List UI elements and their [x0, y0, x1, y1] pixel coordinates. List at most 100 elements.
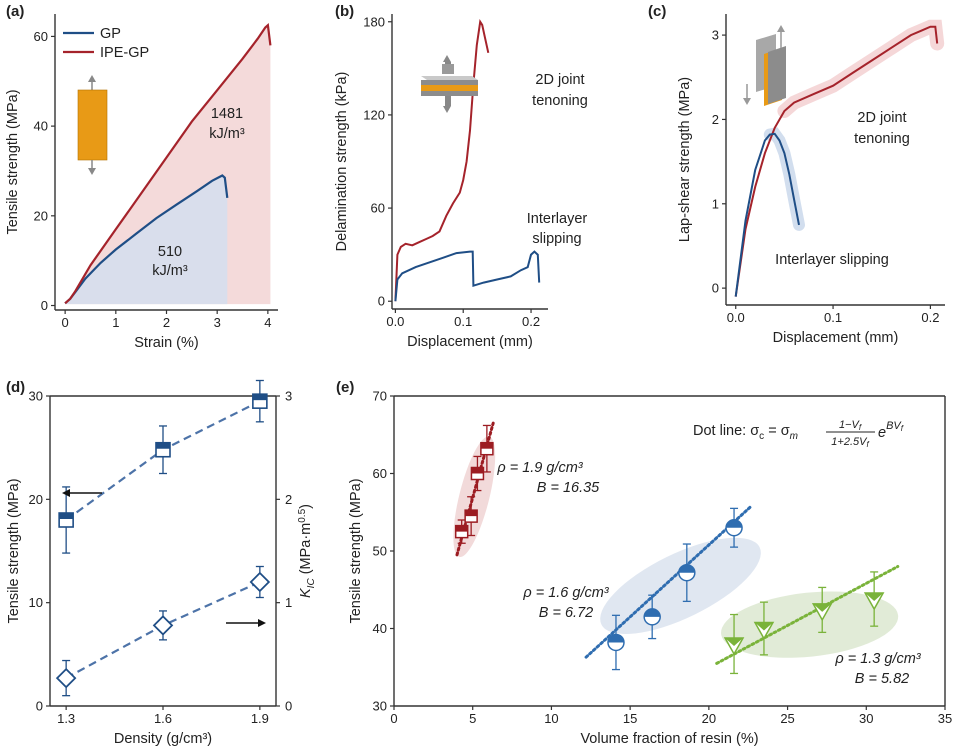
x-tick-label: 20 [702, 711, 716, 726]
series-label-tenoning-1: 2D joint [857, 110, 906, 126]
confidence-ellipse [721, 591, 899, 658]
y-tick-label: 2 [712, 112, 719, 127]
series-label-tenoning-2: tenoning [854, 131, 910, 147]
formula-exp-sub: f [901, 424, 904, 433]
x-tick-label: 1.3 [57, 711, 75, 726]
y-tick-label: 30 [29, 389, 43, 404]
series-line-interlayer-slipping [394, 250, 541, 302]
x-tick-label: 0.1 [454, 314, 472, 329]
data-point-triangle-fill [754, 622, 773, 631]
series-label-slipping: Interlayer slipping [775, 252, 889, 268]
data-point-square-fill [455, 525, 468, 532]
y2-tick-label: 0 [285, 699, 292, 714]
y-tick-label: 0 [712, 281, 719, 296]
legend-label-gp: GP [100, 26, 121, 42]
x-axis-label: Displacement (mm) [773, 330, 899, 346]
series-label-b-value: B = 16.35 [537, 480, 600, 496]
x-tick-label: 10 [544, 711, 558, 726]
y-tick-label: 60 [371, 201, 385, 216]
series-line-ipe-gp [64, 22, 272, 305]
y2-tick-label: 2 [285, 492, 292, 507]
x-tick-label: 0.2 [921, 310, 939, 325]
series-line-interlayer-slipping [734, 132, 800, 297]
annotation-ipe-unit: kJ/m³ [209, 126, 245, 142]
y2-label-unit-close: ) [298, 504, 314, 509]
x-tick-label: 25 [780, 711, 794, 726]
formula-exp: BV [886, 420, 902, 432]
y-axis-label: Lap-shear strength (MPa) [677, 77, 693, 242]
tensile-specimen-icon [77, 75, 108, 175]
y2-label-unit: (MPa·m [298, 523, 314, 579]
y-axis-label: Tensile strength (MPa) [6, 478, 22, 623]
y2-tick-label: 3 [285, 389, 292, 404]
data-point-square-fill [480, 442, 493, 449]
annotation-gp-value: 510 [158, 244, 182, 260]
y-tick-label: 60 [34, 29, 48, 44]
panel-label-c: (c) [648, 3, 666, 20]
x-tick-label: 2 [163, 315, 170, 330]
y-axis-label: Tensile strength (MPa) [5, 89, 21, 234]
y-tick-label: 10 [29, 595, 43, 610]
data-point-triangle-fill [865, 593, 884, 602]
series-label-density: ρ = 1.6 g/cm³ [522, 585, 609, 601]
x-axis-label: Strain (%) [134, 335, 198, 351]
series-label-slipping-2: slipping [532, 231, 581, 247]
formula-den: 1+2.5V [831, 436, 868, 448]
data-point-tensile-fill [156, 442, 170, 449]
panel-label-e: (e) [336, 379, 354, 396]
panel-label-a: (a) [6, 3, 24, 20]
data-point-kic [55, 667, 77, 689]
y2-axis-label: KIC (MPa·m0.5) [297, 504, 317, 598]
x-tick-label: 0.0 [727, 310, 745, 325]
data-point-kic [152, 615, 174, 636]
x-axis-label: Density (g/cm³) [114, 731, 212, 747]
series-label-tenoning-2: tenoning [532, 93, 588, 109]
y-tick-label: 1 [712, 196, 719, 211]
data-point-tensile-fill [59, 513, 74, 519]
x-tick-label: 1.6 [154, 711, 172, 726]
arrow-left-icon [62, 489, 70, 497]
area-fill-gp [65, 175, 228, 305]
y-axis-label: Delamination strength (kPa) [334, 72, 350, 252]
data-point-kic [249, 571, 271, 593]
y-tick-label: 120 [363, 107, 385, 122]
panel-label-d: (d) [6, 379, 25, 396]
formula-sub: m [790, 431, 798, 442]
chart-e: 0 5 10 15 20 25 30 35 30 40 50 60 70 Volume fraction … [348, 389, 952, 748]
delamination-specimen-icon [421, 55, 478, 113]
x-tick-label: 35 [938, 711, 952, 726]
y2-label-symbol: K [298, 587, 314, 598]
formula-exp-base: e [878, 425, 886, 441]
series-label-b-value: B = 6.72 [539, 605, 593, 621]
data-point-square-fill [465, 510, 478, 517]
formula-num: 1−V [839, 419, 861, 431]
x-tick-label: 0.2 [522, 314, 540, 329]
y-axis-label: Tensile strength (MPa) [348, 478, 364, 623]
x-axis-label: Volume fraction of resin (%) [580, 731, 758, 747]
y2-label-subscript: IC [306, 578, 317, 589]
formula-text: Dot line: σc = σm [693, 423, 798, 442]
x-tick-label: 15 [623, 711, 637, 726]
y-tick-label: 0 [41, 298, 48, 313]
x-tick-label: 1 [112, 315, 119, 330]
x-tick-label: 0.0 [386, 314, 404, 329]
formula-numerator: 1−Vf [839, 419, 862, 432]
legend-label-ipe-gp: IPE-GP [100, 45, 149, 61]
error-band-tenoning [777, 19, 945, 118]
data-point-square-fill [471, 467, 484, 474]
annotation-gp-unit: kJ/m³ [152, 263, 188, 279]
y-tick-label: 180 [363, 14, 385, 29]
y-tick-label: 30 [373, 699, 387, 714]
formula-eq: = σ [764, 423, 790, 439]
y-tick-label: 3 [712, 28, 719, 43]
arrow-right-icon [258, 619, 266, 627]
data-point-tensile-fill [252, 394, 267, 401]
formula-exponential: eBVf [878, 420, 904, 441]
y2-tick-label: 1 [285, 595, 292, 610]
lap-shear-specimen-icon [743, 25, 786, 106]
x-tick-label: 0.1 [824, 310, 842, 325]
x-tick-label: 5 [469, 711, 476, 726]
y-tick-label: 40 [34, 119, 48, 134]
error-band-slipping [763, 127, 805, 231]
